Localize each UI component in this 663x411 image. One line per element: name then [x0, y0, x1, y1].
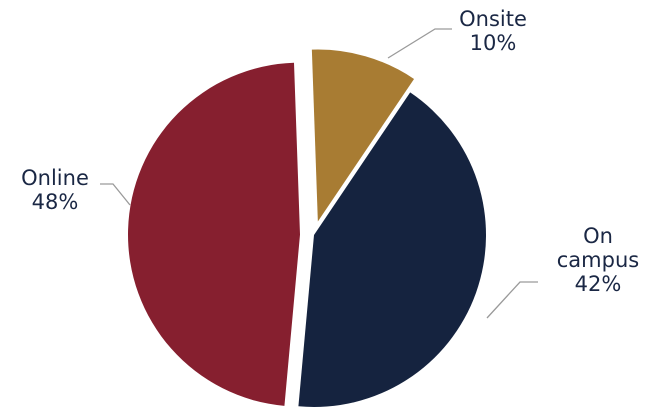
- slice-name-label: On: [583, 224, 613, 248]
- slice-name-label: Online: [21, 166, 89, 190]
- pie-slice-online: [128, 62, 301, 406]
- leader-line: [387, 28, 452, 59]
- leader-line: [100, 183, 131, 206]
- slice-value-label: 10%: [470, 31, 517, 55]
- slice-value-label: 42%: [575, 272, 622, 296]
- leader-line: [486, 281, 538, 319]
- pie-slice-onsite: [311, 49, 415, 222]
- pie-slice-on-campus: [298, 92, 487, 407]
- slice-name-label: campus: [557, 248, 639, 272]
- slice-name-label: Onsite: [459, 7, 527, 31]
- slice-value-label: 48%: [32, 190, 79, 214]
